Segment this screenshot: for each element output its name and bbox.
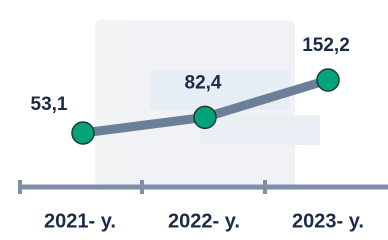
background-image [95,20,320,190]
x-tick-label: 2023- y. [292,210,364,232]
marker [194,106,216,128]
chart: 53,1 82,4 152,2 2021- y. 2022- y. 2023- y. [0,0,388,240]
value-label: 152,2 [302,35,350,56]
x-tick-label: 2022- y. [168,210,240,232]
page: {"chart_data": {"type": "line", "categor… [0,0,388,240]
bag-label [200,115,320,145]
value-label: 82,4 [185,72,222,93]
x-tick-label: 2021- y. [44,210,116,232]
value-label: 53,1 [31,94,68,115]
marker [72,122,94,144]
marker [317,69,339,91]
